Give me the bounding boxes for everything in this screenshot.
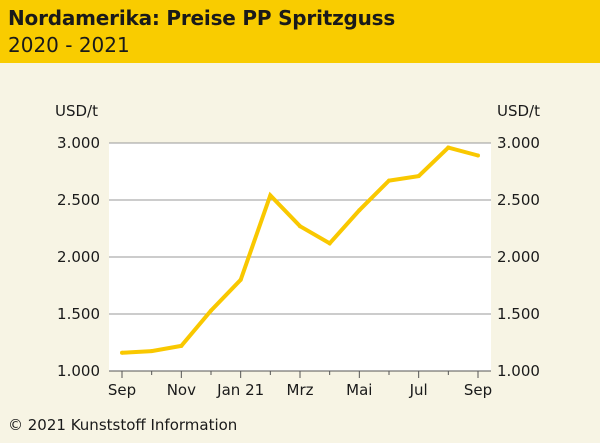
y-axis-right-labels: 1.000 1.500 2.000 2.500 3.000	[497, 134, 540, 380]
x-tick-label: Mai	[346, 381, 372, 399]
x-tick-label: Mrz	[287, 381, 314, 399]
y-tick-label-left: 3.000	[57, 134, 100, 152]
copyright-note: © 2021 Kunststoff Information	[8, 416, 238, 434]
header-bar: Nordamerika: Preise PP Spritzguss 2020 -…	[0, 0, 600, 63]
data-point	[238, 277, 243, 282]
y-tick-label-right: 3.000	[497, 134, 540, 152]
chart-title: Nordamerika: Preise PP Spritzguss	[8, 6, 396, 30]
y-tick-label-right: 1.000	[497, 362, 540, 380]
x-tick-label: Nov	[167, 381, 196, 399]
data-point	[357, 208, 362, 213]
series-points	[120, 145, 480, 355]
data-point	[179, 343, 184, 348]
y-axis-left-unit: USD/t	[55, 102, 98, 120]
y-tick-label-left: 2.500	[57, 191, 100, 209]
data-point	[209, 308, 213, 313]
y-tick-label-right: 2.000	[497, 248, 540, 266]
data-point	[416, 174, 421, 179]
y-tick-label-left: 1.000	[57, 362, 100, 380]
chart-subtitle: 2020 - 2021	[8, 33, 130, 57]
data-point	[268, 193, 273, 198]
x-tick-label: Sep	[108, 381, 136, 399]
x-tick-label: Sep	[464, 381, 492, 399]
grid-lines	[109, 142, 491, 315]
y-axis-left-labels: 1.000 1.500 2.000 2.500 3.000	[57, 134, 100, 380]
data-point	[446, 145, 451, 150]
data-point	[120, 350, 124, 355]
data-point	[149, 349, 154, 354]
y-tick-label-left: 1.500	[57, 305, 100, 323]
line-chart: Sep Nov Jan 21 Mrz Mai Jul Sep 1.000 1.500 2.000…	[55, 102, 540, 399]
data-point	[327, 241, 332, 246]
data-point	[387, 178, 391, 183]
y-tick-label-left: 2.000	[57, 248, 100, 266]
x-tick-label: Jan 21	[216, 381, 264, 399]
x-tick-label: Jul	[409, 381, 428, 399]
y-axis-right-unit: USD/t	[497, 102, 540, 120]
x-axis-ticks: Sep Nov Jan 21 Mrz Mai Jul Sep	[108, 371, 492, 399]
y-tick-label-right: 1.500	[497, 305, 540, 323]
data-point	[298, 224, 302, 229]
data-point	[476, 153, 480, 158]
y-tick-label-right: 2.500	[497, 191, 540, 209]
